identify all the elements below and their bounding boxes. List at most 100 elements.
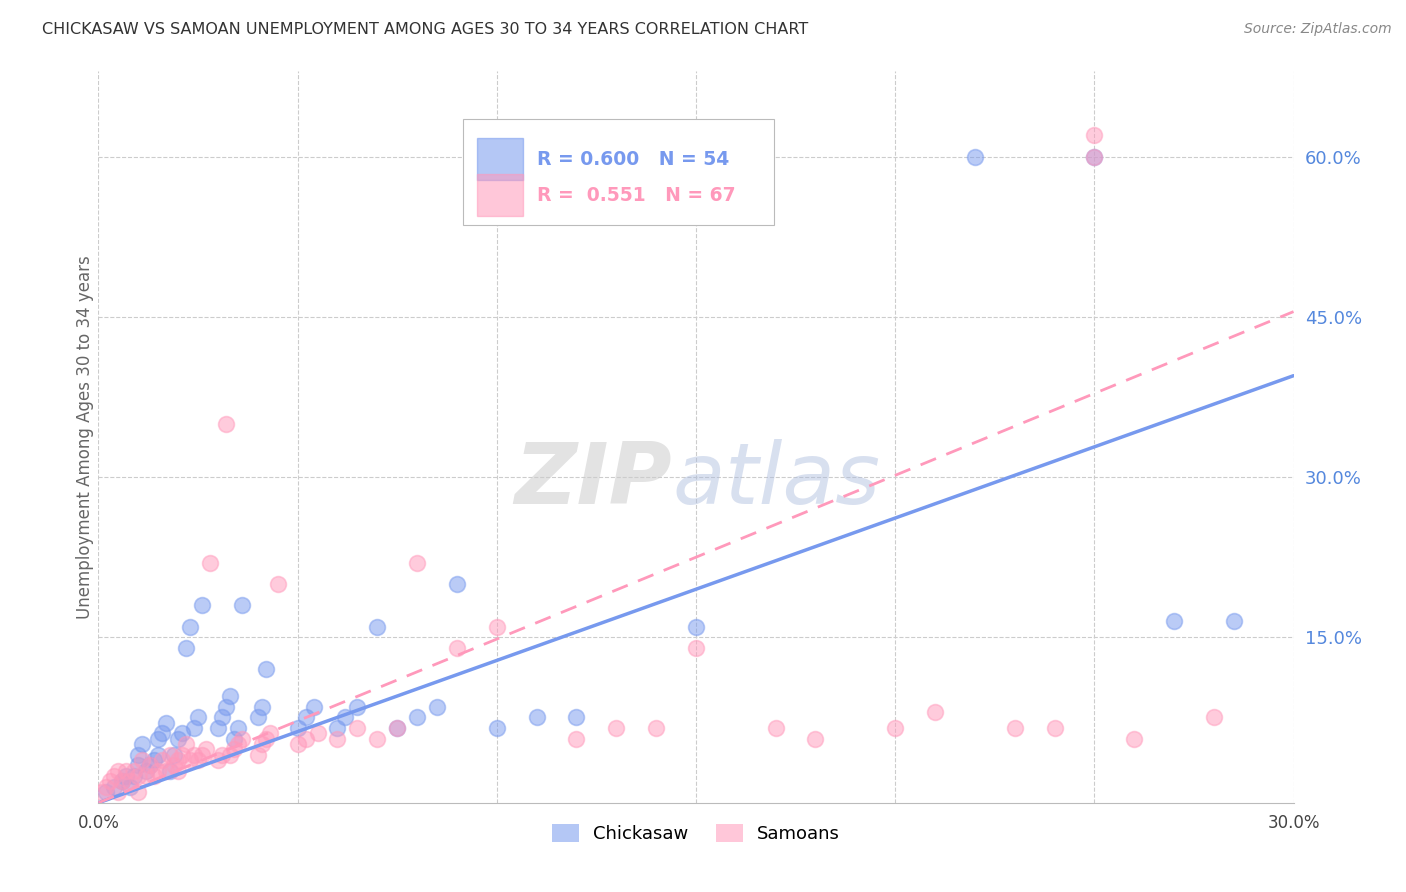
Point (446, 640, 468, 655)
Point (183, 721, 205, 735)
Point (565, 731, 588, 746)
Point (139, 758, 162, 772)
Y-axis label: Unemployment Among Ages 30 to 34 years: Unemployment Among Ages 30 to 34 years (76, 255, 94, 619)
Point (179, 619, 201, 633)
Point (294, 731, 316, 746)
Point (226, 721, 249, 735)
Point (163, 758, 186, 772)
Point (124, 769, 146, 783)
Point (219, 747, 242, 762)
Point (605, 721, 627, 735)
Point (155, 715, 177, 730)
Point (163, 747, 186, 762)
Text: R = 0.600   N = 54: R = 0.600 N = 54 (537, 150, 730, 169)
Point (183, 747, 205, 762)
Point (219, 689, 242, 703)
Point (250, 699, 273, 714)
Point (254, 662, 277, 676)
Point (215, 417, 238, 431)
Point (294, 710, 316, 724)
Point (150, 753, 173, 767)
Point (1083, 150, 1105, 164)
Point (174, 640, 197, 655)
Point (103, 769, 125, 783)
Point (326, 731, 349, 746)
Point (120, 780, 142, 794)
Point (1004, 721, 1026, 735)
Point (246, 747, 269, 762)
Point (267, 577, 290, 591)
Point (198, 556, 221, 570)
Point (107, 764, 129, 778)
Point (335, 710, 357, 724)
Point (246, 710, 269, 724)
Text: atlas: atlas (672, 440, 880, 523)
Point (446, 577, 468, 591)
Point (346, 699, 368, 714)
Point (222, 731, 245, 746)
Point (385, 721, 409, 735)
Point (565, 710, 588, 724)
Point (485, 619, 508, 633)
Point (207, 721, 229, 735)
Point (174, 737, 197, 751)
Point (346, 721, 368, 735)
Point (172, 747, 194, 762)
Point (1043, 721, 1066, 735)
Point (191, 747, 214, 762)
Point (222, 742, 245, 756)
Point (139, 758, 162, 772)
Point (131, 753, 153, 767)
Text: Source: ZipAtlas.com: Source: ZipAtlas.com (1244, 22, 1392, 37)
Point (765, 721, 787, 735)
Point (187, 753, 209, 767)
Point (111, 774, 134, 789)
Point (135, 769, 157, 783)
Point (231, 731, 253, 746)
Point (207, 753, 229, 767)
Point (167, 764, 190, 778)
Point (226, 737, 249, 751)
Point (120, 774, 142, 789)
Point (159, 747, 181, 762)
Point (107, 785, 129, 799)
Point (326, 721, 349, 735)
Point (127, 769, 149, 783)
Point (187, 710, 209, 724)
Point (963, 150, 986, 164)
Point (287, 721, 309, 735)
Point (127, 758, 149, 772)
Point (211, 710, 233, 724)
Point (1123, 731, 1146, 746)
Point (259, 726, 281, 740)
Point (143, 769, 166, 783)
Text: ZIP: ZIP (515, 440, 672, 523)
Bar (477, 174, 523, 217)
Point (1083, 150, 1105, 164)
Point (366, 619, 388, 633)
Point (148, 731, 170, 746)
Point (307, 726, 329, 740)
Point (124, 764, 146, 778)
Point (406, 710, 429, 724)
Point (179, 753, 201, 767)
Point (115, 769, 138, 783)
Point (211, 747, 233, 762)
Point (385, 721, 409, 735)
Point (150, 726, 173, 740)
Point (167, 753, 190, 767)
Point (96, 785, 118, 799)
Point (215, 699, 238, 714)
Point (804, 731, 827, 746)
Point (302, 699, 325, 714)
Point (127, 785, 149, 799)
Point (406, 556, 429, 570)
Point (131, 737, 153, 751)
Point (685, 640, 707, 655)
Point (485, 721, 508, 735)
Legend: Chickasaw, Samoans: Chickasaw, Samoans (543, 815, 849, 852)
Point (884, 721, 907, 735)
Point (127, 747, 149, 762)
Point (96, 780, 118, 794)
Point (685, 619, 707, 633)
